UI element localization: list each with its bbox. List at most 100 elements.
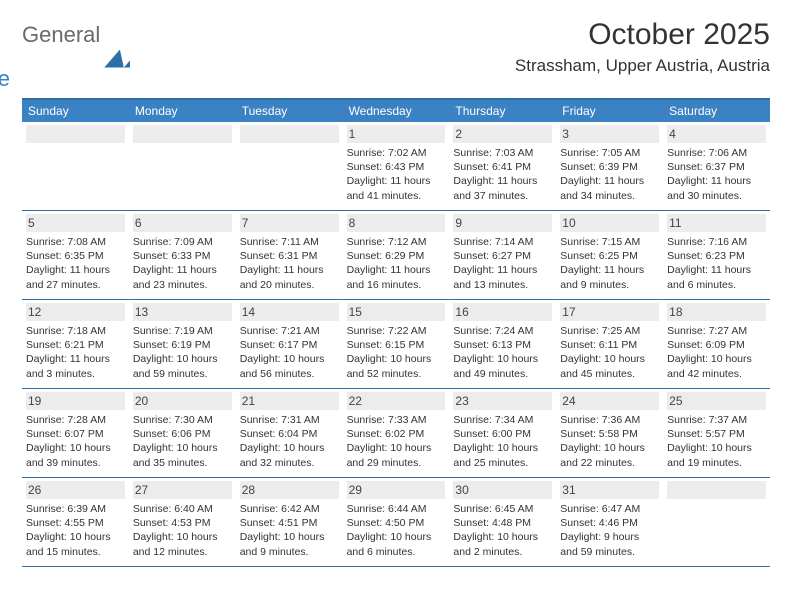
sun-info: Sunrise: 7:06 AMSunset: 6:37 PMDaylight:… xyxy=(667,146,766,203)
day-number-row: 15 xyxy=(347,303,446,321)
day-number: 24 xyxy=(560,392,659,410)
day-number: 17 xyxy=(560,303,659,321)
daylight-text: Daylight: 10 hours and 25 minutes. xyxy=(453,441,552,469)
calendar-day-cell: 28Sunrise: 6:42 AMSunset: 4:51 PMDayligh… xyxy=(236,478,343,566)
sunset-text: Sunset: 6:02 PM xyxy=(347,427,446,441)
sun-info: Sunrise: 7:24 AMSunset: 6:13 PMDaylight:… xyxy=(453,324,552,381)
sunset-text: Sunset: 6:31 PM xyxy=(240,249,339,263)
day-number-row: 5 xyxy=(26,214,125,232)
day-number: 19 xyxy=(26,392,125,410)
sunrise-text: Sunrise: 7:18 AM xyxy=(26,324,125,338)
sunrise-text: Sunrise: 7:14 AM xyxy=(453,235,552,249)
weekday-header-row: SundayMondayTuesdayWednesdayThursdayFrid… xyxy=(22,100,770,122)
sunset-text: Sunset: 6:13 PM xyxy=(453,338,552,352)
sunrise-text: Sunrise: 7:37 AM xyxy=(667,413,766,427)
daylight-text: Daylight: 11 hours and 41 minutes. xyxy=(347,174,446,202)
calendar-day-cell: 16Sunrise: 7:24 AMSunset: 6:13 PMDayligh… xyxy=(449,300,556,388)
sunset-text: Sunset: 4:50 PM xyxy=(347,516,446,530)
sunrise-text: Sunrise: 7:31 AM xyxy=(240,413,339,427)
sun-info: Sunrise: 6:44 AMSunset: 4:50 PMDaylight:… xyxy=(347,502,446,559)
sunset-text: Sunset: 5:57 PM xyxy=(667,427,766,441)
day-number-row: 2 xyxy=(453,125,552,143)
sun-info: Sunrise: 6:47 AMSunset: 4:46 PMDaylight:… xyxy=(560,502,659,559)
day-number-row: 28 xyxy=(240,481,339,499)
sunset-text: Sunset: 6:06 PM xyxy=(133,427,232,441)
calendar-day-cell: 7Sunrise: 7:11 AMSunset: 6:31 PMDaylight… xyxy=(236,211,343,299)
day-number-row: 17 xyxy=(560,303,659,321)
day-number xyxy=(26,125,125,143)
sun-info: Sunrise: 7:31 AMSunset: 6:04 PMDaylight:… xyxy=(240,413,339,470)
daylight-text: Daylight: 11 hours and 13 minutes. xyxy=(453,263,552,291)
sunset-text: Sunset: 6:39 PM xyxy=(560,160,659,174)
sunset-text: Sunset: 6:23 PM xyxy=(667,249,766,263)
sunrise-text: Sunrise: 6:39 AM xyxy=(26,502,125,516)
day-number: 12 xyxy=(26,303,125,321)
daylight-text: Daylight: 11 hours and 30 minutes. xyxy=(667,174,766,202)
daylight-text: Daylight: 10 hours and 32 minutes. xyxy=(240,441,339,469)
sunrise-text: Sunrise: 7:33 AM xyxy=(347,413,446,427)
day-number-row: 3 xyxy=(560,125,659,143)
sun-info: Sunrise: 7:08 AMSunset: 6:35 PMDaylight:… xyxy=(26,235,125,292)
day-number-row xyxy=(240,125,339,143)
daylight-text: Daylight: 10 hours and 56 minutes. xyxy=(240,352,339,380)
calendar-day-cell: 12Sunrise: 7:18 AMSunset: 6:21 PMDayligh… xyxy=(22,300,129,388)
calendar-day-cell: 10Sunrise: 7:15 AMSunset: 6:25 PMDayligh… xyxy=(556,211,663,299)
daylight-text: Daylight: 10 hours and 42 minutes. xyxy=(667,352,766,380)
calendar-week-row: 19Sunrise: 7:28 AMSunset: 6:07 PMDayligh… xyxy=(22,389,770,478)
day-number: 9 xyxy=(453,214,552,232)
sunrise-text: Sunrise: 6:40 AM xyxy=(133,502,232,516)
day-number: 6 xyxy=(133,214,232,232)
calendar-day-cell: 26 Sunrise: 6:39 AMSunset: 4:55 PMDayligh… xyxy=(22,478,129,566)
sunset-text: Sunset: 6:21 PM xyxy=(26,338,125,352)
day-number: 28 xyxy=(240,481,339,499)
calendar-day-cell: 23Sunrise: 7:34 AMSunset: 6:00 PMDayligh… xyxy=(449,389,556,477)
day-number-row: 6 xyxy=(133,214,232,232)
day-number-row: 19 xyxy=(26,392,125,410)
day-number: 2 xyxy=(453,125,552,143)
calendar-day-cell: 27 Sunrise: 6:40 AMSunset: 4:53 PMDayligh… xyxy=(129,478,236,566)
day-number: 13 xyxy=(133,303,232,321)
daylight-text: Daylight: 11 hours and 27 minutes. xyxy=(26,263,125,291)
sunrise-text: Sunrise: 7:22 AM xyxy=(347,324,446,338)
sunrise-text: Sunrise: 7:30 AM xyxy=(133,413,232,427)
sunset-text: Sunset: 6:37 PM xyxy=(667,160,766,174)
logo-text-blue: Blue xyxy=(0,68,100,90)
day-number: 26 xyxy=(26,481,125,499)
sunrise-text: Sunrise: 7:28 AM xyxy=(26,413,125,427)
sunset-text: Sunset: 6:41 PM xyxy=(453,160,552,174)
day-number: 23 xyxy=(453,392,552,410)
day-number-row: 31 xyxy=(560,481,659,499)
sunrise-text: Sunrise: 7:15 AM xyxy=(560,235,659,249)
sun-info: Sunrise: 6:40 AMSunset: 4:53 PMDaylight:… xyxy=(133,502,232,559)
weekday-label: Thursday xyxy=(449,100,556,122)
sun-info: Sunrise: 6:39 AMSunset: 4:55 PMDaylight:… xyxy=(26,502,125,559)
day-number-row: 13 xyxy=(133,303,232,321)
sun-info: Sunrise: 7:11 AMSunset: 6:31 PMDaylight:… xyxy=(240,235,339,292)
calendar-day-cell: 24Sunrise: 7:36 AMSunset: 5:58 PMDayligh… xyxy=(556,389,663,477)
day-number: 10 xyxy=(560,214,659,232)
weekday-label: Monday xyxy=(129,100,236,122)
sunrise-text: Sunrise: 7:09 AM xyxy=(133,235,232,249)
sun-info: Sunrise: 7:12 AMSunset: 6:29 PMDaylight:… xyxy=(347,235,446,292)
daylight-text: Daylight: 10 hours and 52 minutes. xyxy=(347,352,446,380)
daylight-text: Daylight: 11 hours and 20 minutes. xyxy=(240,263,339,291)
day-number-row: 18 xyxy=(667,303,766,321)
daylight-text: Daylight: 10 hours and 29 minutes. xyxy=(347,441,446,469)
sunset-text: Sunset: 4:53 PM xyxy=(133,516,232,530)
sunset-text: Sunset: 6:43 PM xyxy=(347,160,446,174)
daylight-text: Daylight: 11 hours and 23 minutes. xyxy=(133,263,232,291)
day-number: 15 xyxy=(347,303,446,321)
sun-info: Sunrise: 7:22 AMSunset: 6:15 PMDaylight:… xyxy=(347,324,446,381)
daylight-text: Daylight: 10 hours and 12 minutes. xyxy=(133,530,232,558)
day-number-row: 30 xyxy=(453,481,552,499)
sunset-text: Sunset: 6:04 PM xyxy=(240,427,339,441)
sunset-text: Sunset: 6:19 PM xyxy=(133,338,232,352)
sunrise-text: Sunrise: 7:25 AM xyxy=(560,324,659,338)
daylight-text: Daylight: 10 hours and 9 minutes. xyxy=(240,530,339,558)
title-block: October 2025 Strassham, Upper Austria, A… xyxy=(515,18,770,76)
day-number-row: 23 xyxy=(453,392,552,410)
weekday-label: Tuesday xyxy=(236,100,343,122)
sunset-text: Sunset: 6:27 PM xyxy=(453,249,552,263)
sun-info: Sunrise: 6:45 AMSunset: 4:48 PMDaylight:… xyxy=(453,502,552,559)
day-number-row: 27 xyxy=(133,481,232,499)
